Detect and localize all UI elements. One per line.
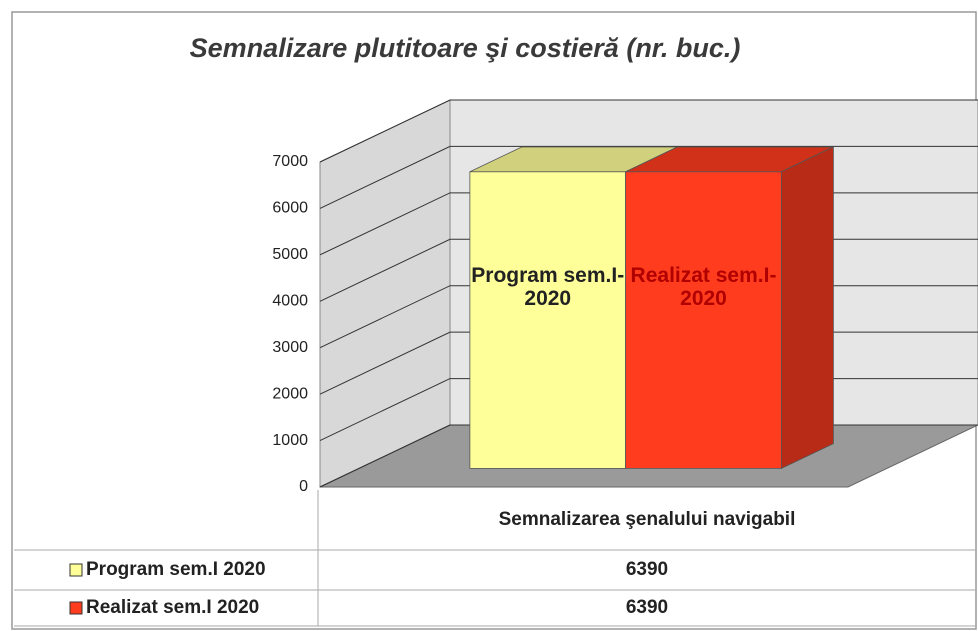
y-tick-label: 2000 [272, 385, 308, 402]
legend-label: Realizat sem.I 2020 [86, 596, 260, 618]
legend-swatch [69, 563, 83, 577]
chart-title: Semnalizare plutitoare şi costieră (nr. … [190, 33, 741, 63]
bar [625, 146, 834, 470]
bar-label: Realizat sem.I-2020 [630, 263, 777, 310]
y-tick-label: 1000 [272, 432, 308, 449]
y-tick-label: 5000 [272, 246, 308, 263]
legend-label: Program sem.I 2020 [86, 558, 266, 580]
y-tick-label: 0 [299, 478, 308, 495]
table-value: 6390 [625, 596, 669, 618]
y-tick-label: 6000 [272, 200, 308, 217]
y-tick-label: 4000 [272, 293, 308, 310]
table-value: 6390 [625, 558, 669, 580]
grid-line [319, 99, 978, 163]
legend-swatch [69, 601, 83, 615]
side-wall [319, 99, 451, 488]
y-tick-label: 3000 [272, 339, 308, 356]
category-label: Semnalizarea şenalului navigabil [498, 508, 796, 530]
y-tick-label: 7000 [272, 153, 308, 170]
bar-side [781, 146, 834, 470]
bar-label: Program sem.I-2020 [471, 263, 625, 310]
grid-line [319, 145, 978, 209]
